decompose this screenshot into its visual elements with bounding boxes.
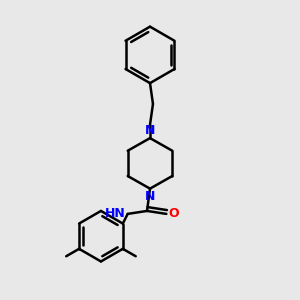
Text: HN: HN xyxy=(105,207,125,220)
Text: N: N xyxy=(145,190,155,203)
Text: O: O xyxy=(169,207,179,220)
Text: N: N xyxy=(145,124,155,136)
